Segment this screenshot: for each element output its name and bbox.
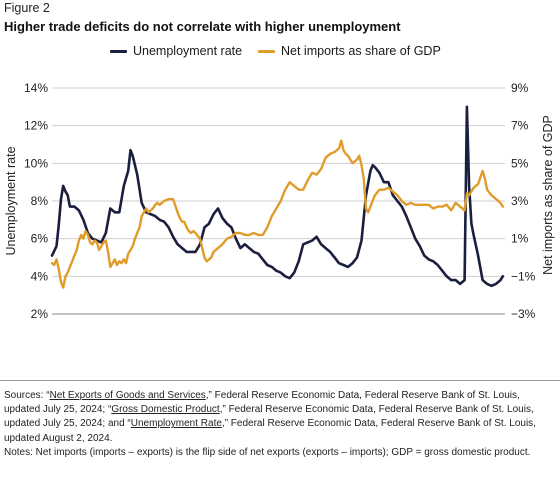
chart-legend: Unemployment rate Net imports as share o… — [0, 44, 560, 62]
y-left-tick-label: 6% — [31, 232, 49, 246]
source-link-unemployment[interactable]: Unemployment Rate — [130, 418, 222, 430]
y-right-tick-label: 1% — [511, 232, 529, 246]
y-left-tick-label: 12% — [24, 119, 48, 133]
divider — [0, 380, 560, 381]
legend-item-net-imports: Net imports as share of GDP — [258, 44, 441, 58]
y-left-tick-label: 8% — [31, 194, 49, 208]
y-left-tick-label: 2% — [31, 307, 49, 321]
legend-label-net-imports: Net imports as share of GDP — [281, 44, 441, 58]
series-line-net-imports — [50, 139, 504, 289]
y-axis-right-title: Net imports as share of GDP — [541, 115, 555, 275]
chart-title: Higher trade deficits do not correlate w… — [4, 19, 401, 34]
legend-swatch-net-imports — [258, 49, 275, 53]
notes-text: Notes: Net imports (imports – exports) i… — [4, 446, 531, 458]
y-left-tick-label: 10% — [24, 156, 48, 170]
figure-label: Figure 2 — [4, 1, 50, 15]
source-link-gdp[interactable]: Gross Domestic Product — [111, 404, 220, 416]
legend-item-unemployment: Unemployment rate — [110, 44, 242, 58]
y-axis-left-title: Unemployment rate — [4, 146, 18, 255]
y-right-tick-label: 5% — [511, 156, 529, 170]
y-left-tick-label: 4% — [31, 269, 49, 283]
y-right-tick-label: 7% — [511, 119, 529, 133]
source-notes: Sources: “Net Exports of Goods and Servi… — [4, 389, 556, 460]
y-right-tick-label: 3% — [511, 194, 529, 208]
y-right-tick-label: −1% — [511, 269, 536, 283]
sources-text: Sources: “Net Exports of Goods and Servi… — [4, 390, 536, 444]
y-right-tick-label: −3% — [511, 307, 536, 321]
legend-label-unemployment: Unemployment rate — [133, 44, 243, 58]
source-link-net-exports[interactable]: Net Exports of Goods and Services — [49, 390, 206, 401]
legend-swatch-unemployment — [110, 49, 127, 53]
series-line-unemployment — [50, 105, 505, 288]
y-right-tick-label: 9% — [511, 81, 529, 95]
y-left-tick-label: 14% — [24, 81, 48, 95]
line-chart: 2% −3% 4% −1% 6% 1% 8% 3% 10% 5% 12% 7% 14% 9% Unemplo… — [4, 81, 555, 321]
